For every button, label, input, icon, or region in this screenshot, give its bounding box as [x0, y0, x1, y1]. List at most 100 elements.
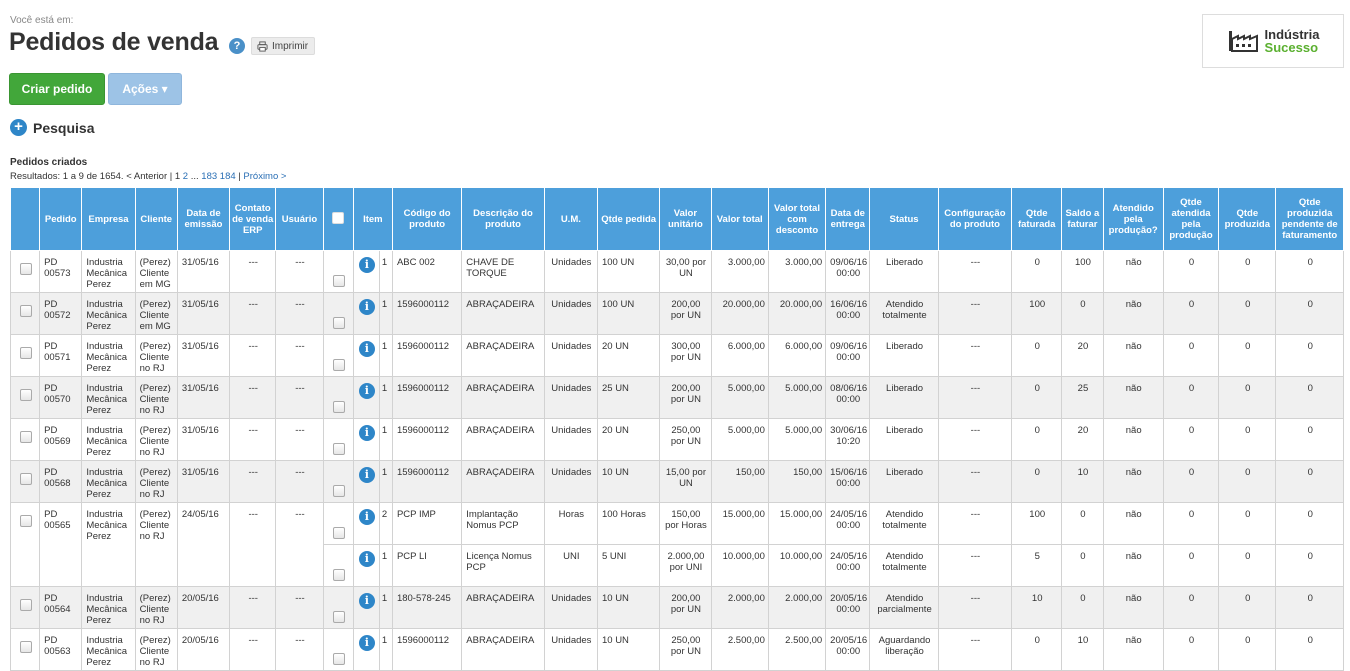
order-select-checkbox[interactable] [19, 641, 32, 653]
column-header-qtde-faturada[interactable]: Qtde faturada [1011, 187, 1063, 251]
cell-pedido[interactable]: PD 00565 [39, 502, 83, 587]
column-header-data-entrega[interactable]: Data de entrega [825, 187, 871, 251]
select-all-items-checkbox-header[interactable] [322, 187, 354, 251]
next-page-link[interactable]: Próximo > [243, 171, 287, 182]
cell-pedido[interactable]: PD 00568 [39, 460, 83, 503]
info-icon[interactable]: i [358, 467, 375, 483]
column-header-descricao-produto[interactable]: Descrição do produto [461, 187, 545, 251]
order-select-checkbox[interactable] [19, 389, 32, 401]
order-select-checkbox[interactable] [19, 599, 32, 611]
column-header-valor-total-desconto[interactable]: Valor total com desconto [767, 187, 827, 251]
page-link-184[interactable]: 184 [219, 171, 236, 182]
order-select-checkbox[interactable] [19, 263, 32, 275]
column-header-empresa[interactable]: Empresa [81, 187, 136, 251]
item-info-cell[interactable]: i [352, 544, 380, 587]
item-select-cell[interactable] [322, 502, 354, 545]
column-header-saldo-faturar[interactable]: Saldo a faturar [1061, 187, 1104, 251]
column-header-codigo-produto[interactable]: Código do produto [391, 187, 463, 251]
item-info-cell[interactable]: i [352, 586, 380, 629]
item-select-cell[interactable] [322, 628, 354, 671]
item-select-cell[interactable] [322, 418, 354, 461]
item-select-checkbox[interactable] [332, 569, 345, 581]
info-icon[interactable]: i [358, 635, 375, 651]
item-select-checkbox[interactable] [332, 611, 345, 623]
column-header-valor-unitario[interactable]: Valor unitário [659, 187, 712, 251]
cell-pedido[interactable]: PD 00569 [39, 418, 83, 461]
column-header-status[interactable]: Status [869, 187, 939, 251]
order-select-checkbox[interactable] [19, 515, 32, 527]
order-select-cell[interactable] [9, 586, 41, 629]
column-header-usuario[interactable]: Usuário [275, 187, 324, 251]
order-select-cell[interactable] [9, 418, 41, 461]
cell-pedido[interactable]: PD 00572 [39, 292, 83, 335]
table-row[interactable]: PD 00570 Industria Mecânica Perez (Perez) … [9, 376, 1344, 419]
item-info-cell[interactable]: i [352, 418, 380, 461]
info-icon[interactable]: i [358, 425, 375, 441]
column-header-qtde-produzida[interactable]: Qtde produzida [1218, 187, 1277, 251]
item-select-cell[interactable] [322, 376, 354, 419]
order-select-cell[interactable] [9, 292, 41, 335]
select-all-items-checkbox[interactable] [332, 211, 345, 224]
table-row[interactable]: PD 00572 Industria Mecânica Perez (Perez) … [9, 292, 1344, 335]
info-icon[interactable]: i [358, 257, 375, 273]
item-info-cell[interactable]: i [352, 292, 380, 335]
item-select-checkbox[interactable] [332, 527, 345, 539]
item-select-cell[interactable] [322, 334, 354, 377]
table-row[interactable]: PD 00569 Industria Mecânica Perez (Perez) … [9, 418, 1344, 461]
item-select-checkbox[interactable] [332, 359, 345, 371]
table-row[interactable]: PD 00565 Industria Mecânica Perez (Perez) … [9, 502, 1344, 587]
info-icon[interactable]: i [358, 341, 375, 357]
item-select-checkbox[interactable] [332, 485, 345, 497]
info-icon[interactable]: i [358, 383, 375, 399]
item-info-cell[interactable]: i [352, 376, 380, 419]
page-link-183[interactable]: 183 [201, 171, 218, 182]
cell-pedido[interactable]: PD 00571 [39, 334, 83, 377]
column-header-pedido[interactable]: Pedido [39, 187, 83, 251]
column-header-qtde-pedida[interactable]: Qtde pedida [596, 187, 661, 251]
item-select-cell[interactable] [322, 292, 354, 335]
column-header-cliente[interactable]: Cliente [134, 187, 178, 251]
info-icon[interactable]: i [358, 509, 375, 525]
item-info-cell[interactable]: i [352, 628, 380, 671]
table-row[interactable]: PD 00573 Industria Mecânica Perez (Perez) … [9, 250, 1344, 293]
order-select-cell[interactable] [9, 628, 41, 671]
search-toggle[interactable]: + Pesquisa [10, 119, 94, 136]
info-icon[interactable]: i [358, 299, 375, 315]
item-select-cell[interactable] [322, 544, 354, 587]
column-header-atendido-producao[interactable]: Atendido pela produção? [1102, 187, 1164, 251]
info-icon[interactable]: i [358, 551, 375, 567]
item-select-checkbox[interactable] [332, 653, 345, 665]
order-select-cell[interactable] [9, 460, 41, 503]
cell-pedido[interactable]: PD 00573 [39, 250, 83, 293]
table-row[interactable]: PD 00568 Industria Mecânica Perez (Perez) … [9, 460, 1344, 503]
column-header-select-all-col[interactable] [9, 187, 41, 251]
item-select-cell[interactable] [322, 460, 354, 503]
item-info-cell[interactable]: i [352, 334, 380, 377]
item-select-cell[interactable] [322, 250, 354, 293]
item-info-cell[interactable]: i [352, 250, 380, 293]
column-header-um[interactable]: U.M. [543, 187, 598, 251]
order-select-cell[interactable] [9, 250, 41, 293]
table-row[interactable]: PD 00564 Industria Mecânica Perez (Perez) … [9, 586, 1344, 629]
column-header-qtde-pendente[interactable]: Qtde produzida pendente de faturamento [1275, 187, 1344, 251]
column-header-item[interactable]: Item [352, 187, 393, 251]
column-header-valor-total[interactable]: Valor total [710, 187, 769, 251]
page-link-2[interactable]: 2 [182, 171, 189, 182]
table-row[interactable]: i 1 PCP LI Licença Nomus PCP UNI 5 UNI 2.000,0… [11, 544, 1344, 587]
column-header-data-emissao[interactable]: Data de emissão [176, 187, 231, 251]
cell-pedido[interactable]: PD 00563 [39, 628, 83, 671]
order-select-checkbox[interactable] [19, 347, 32, 359]
order-select-cell[interactable] [9, 502, 41, 587]
item-select-checkbox[interactable] [332, 317, 345, 329]
order-select-cell[interactable] [9, 376, 41, 419]
table-row[interactable]: PD 00563 Industria Mecânica Perez (Perez) … [9, 628, 1344, 671]
order-select-checkbox[interactable] [19, 305, 32, 317]
column-header-contato-venda[interactable]: Contato de venda ERP [229, 187, 277, 251]
column-header-configuracao-produto[interactable]: Configuração do produto [937, 187, 1013, 251]
help-icon[interactable]: ? [229, 38, 245, 54]
column-header-qtde-atendida[interactable]: Qtde atendida pela produção [1162, 187, 1220, 251]
cell-pedido[interactable]: PD 00564 [39, 586, 83, 629]
print-button[interactable]: Imprimir [251, 37, 316, 55]
item-info-cell[interactable]: i [352, 460, 380, 503]
actions-dropdown[interactable]: Ações ▾ [108, 73, 182, 105]
